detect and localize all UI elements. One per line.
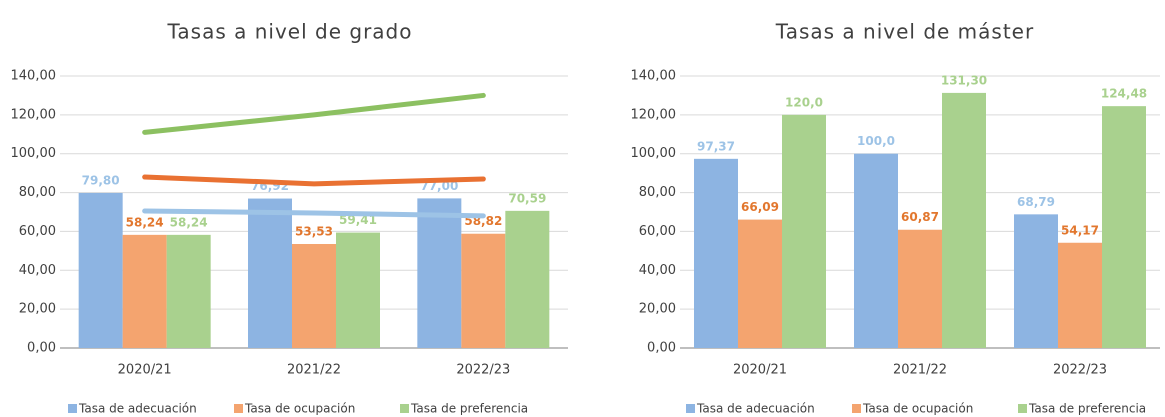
bar <box>166 234 211 348</box>
data-label: 79,80 <box>82 173 120 187</box>
y-tick-label: 40,00 <box>19 263 56 278</box>
bar <box>122 234 167 348</box>
data-label: 60,87 <box>901 210 939 224</box>
y-tick-label: 100,00 <box>11 146 57 161</box>
y-tick-label: 60,00 <box>639 224 676 239</box>
legend-swatch <box>234 404 243 413</box>
data-label: 54,17 <box>1061 223 1099 237</box>
data-label: 58,24 <box>126 215 164 229</box>
legend-swatch <box>1018 404 1027 413</box>
legend-swatch <box>68 404 77 413</box>
data-label: 59,41 <box>339 213 377 227</box>
legend-label: Tasa de adecuación <box>696 402 815 416</box>
legend-swatch <box>686 404 695 413</box>
y-tick-label: 20,00 <box>639 302 676 317</box>
y-tick-label: 0,00 <box>27 341 56 356</box>
x-tick-label: 2021/22 <box>893 363 947 378</box>
bar <box>854 153 898 348</box>
data-label: 70,59 <box>508 191 546 205</box>
bar <box>782 114 826 348</box>
legend-label: Tasa de ocupación <box>244 402 355 416</box>
bar <box>694 158 738 348</box>
data-label: 131,30 <box>941 73 987 87</box>
y-tick-label: 120,00 <box>11 107 57 122</box>
y-tick-label: 100,00 <box>631 146 677 161</box>
legend-label: Tasa de preferencia <box>1028 402 1146 416</box>
legend-swatch <box>400 404 409 413</box>
data-label: 66,09 <box>741 200 779 214</box>
chart-title: Tasas a nivel de máster <box>775 20 1034 44</box>
data-label: 97,37 <box>697 139 735 153</box>
x-tick-label: 2020/21 <box>733 363 787 378</box>
bar <box>461 233 506 348</box>
bar <box>1102 106 1146 349</box>
data-label: 100,0 <box>857 134 895 148</box>
y-tick-label: 0,00 <box>647 341 676 356</box>
line <box>142 208 486 219</box>
bar <box>505 210 550 348</box>
y-tick-label: 60,00 <box>19 224 56 239</box>
x-tick-label: 2020/21 <box>118 363 172 378</box>
bar <box>738 219 782 348</box>
legend-label: Tasa de adecuación <box>78 402 197 416</box>
chart-title: Tasas a nivel de grado <box>167 20 413 44</box>
data-label: 53,53 <box>295 224 333 238</box>
line <box>142 92 486 135</box>
data-label: 120,0 <box>785 95 823 109</box>
bar <box>942 92 986 348</box>
y-tick-label: 40,00 <box>639 263 676 278</box>
bar <box>336 232 380 348</box>
x-tick-label: 2022/23 <box>1053 363 1107 378</box>
y-tick-label: 140,00 <box>11 69 57 84</box>
bar <box>898 229 942 348</box>
y-tick-label: 140,00 <box>631 69 677 84</box>
data-label: 124,48 <box>1101 87 1147 101</box>
y-tick-label: 120,00 <box>631 107 677 122</box>
data-label: 58,24 <box>170 215 208 229</box>
y-tick-label: 20,00 <box>19 302 56 317</box>
bar <box>417 198 462 348</box>
line <box>142 174 486 187</box>
legend-label: Tasa de preferencia <box>410 402 528 416</box>
y-tick-label: 80,00 <box>639 185 676 200</box>
bar <box>292 243 336 348</box>
data-label: 68,79 <box>1017 195 1055 209</box>
bar <box>248 198 292 348</box>
bar <box>1058 242 1102 348</box>
bar <box>78 192 123 348</box>
legend-label: Tasa de ocupación <box>862 402 973 416</box>
x-tick-label: 2021/22 <box>287 363 341 378</box>
y-tick-label: 80,00 <box>19 185 56 200</box>
bar <box>1014 214 1058 348</box>
x-tick-label: 2022/23 <box>456 363 510 378</box>
legend-swatch <box>852 404 861 413</box>
